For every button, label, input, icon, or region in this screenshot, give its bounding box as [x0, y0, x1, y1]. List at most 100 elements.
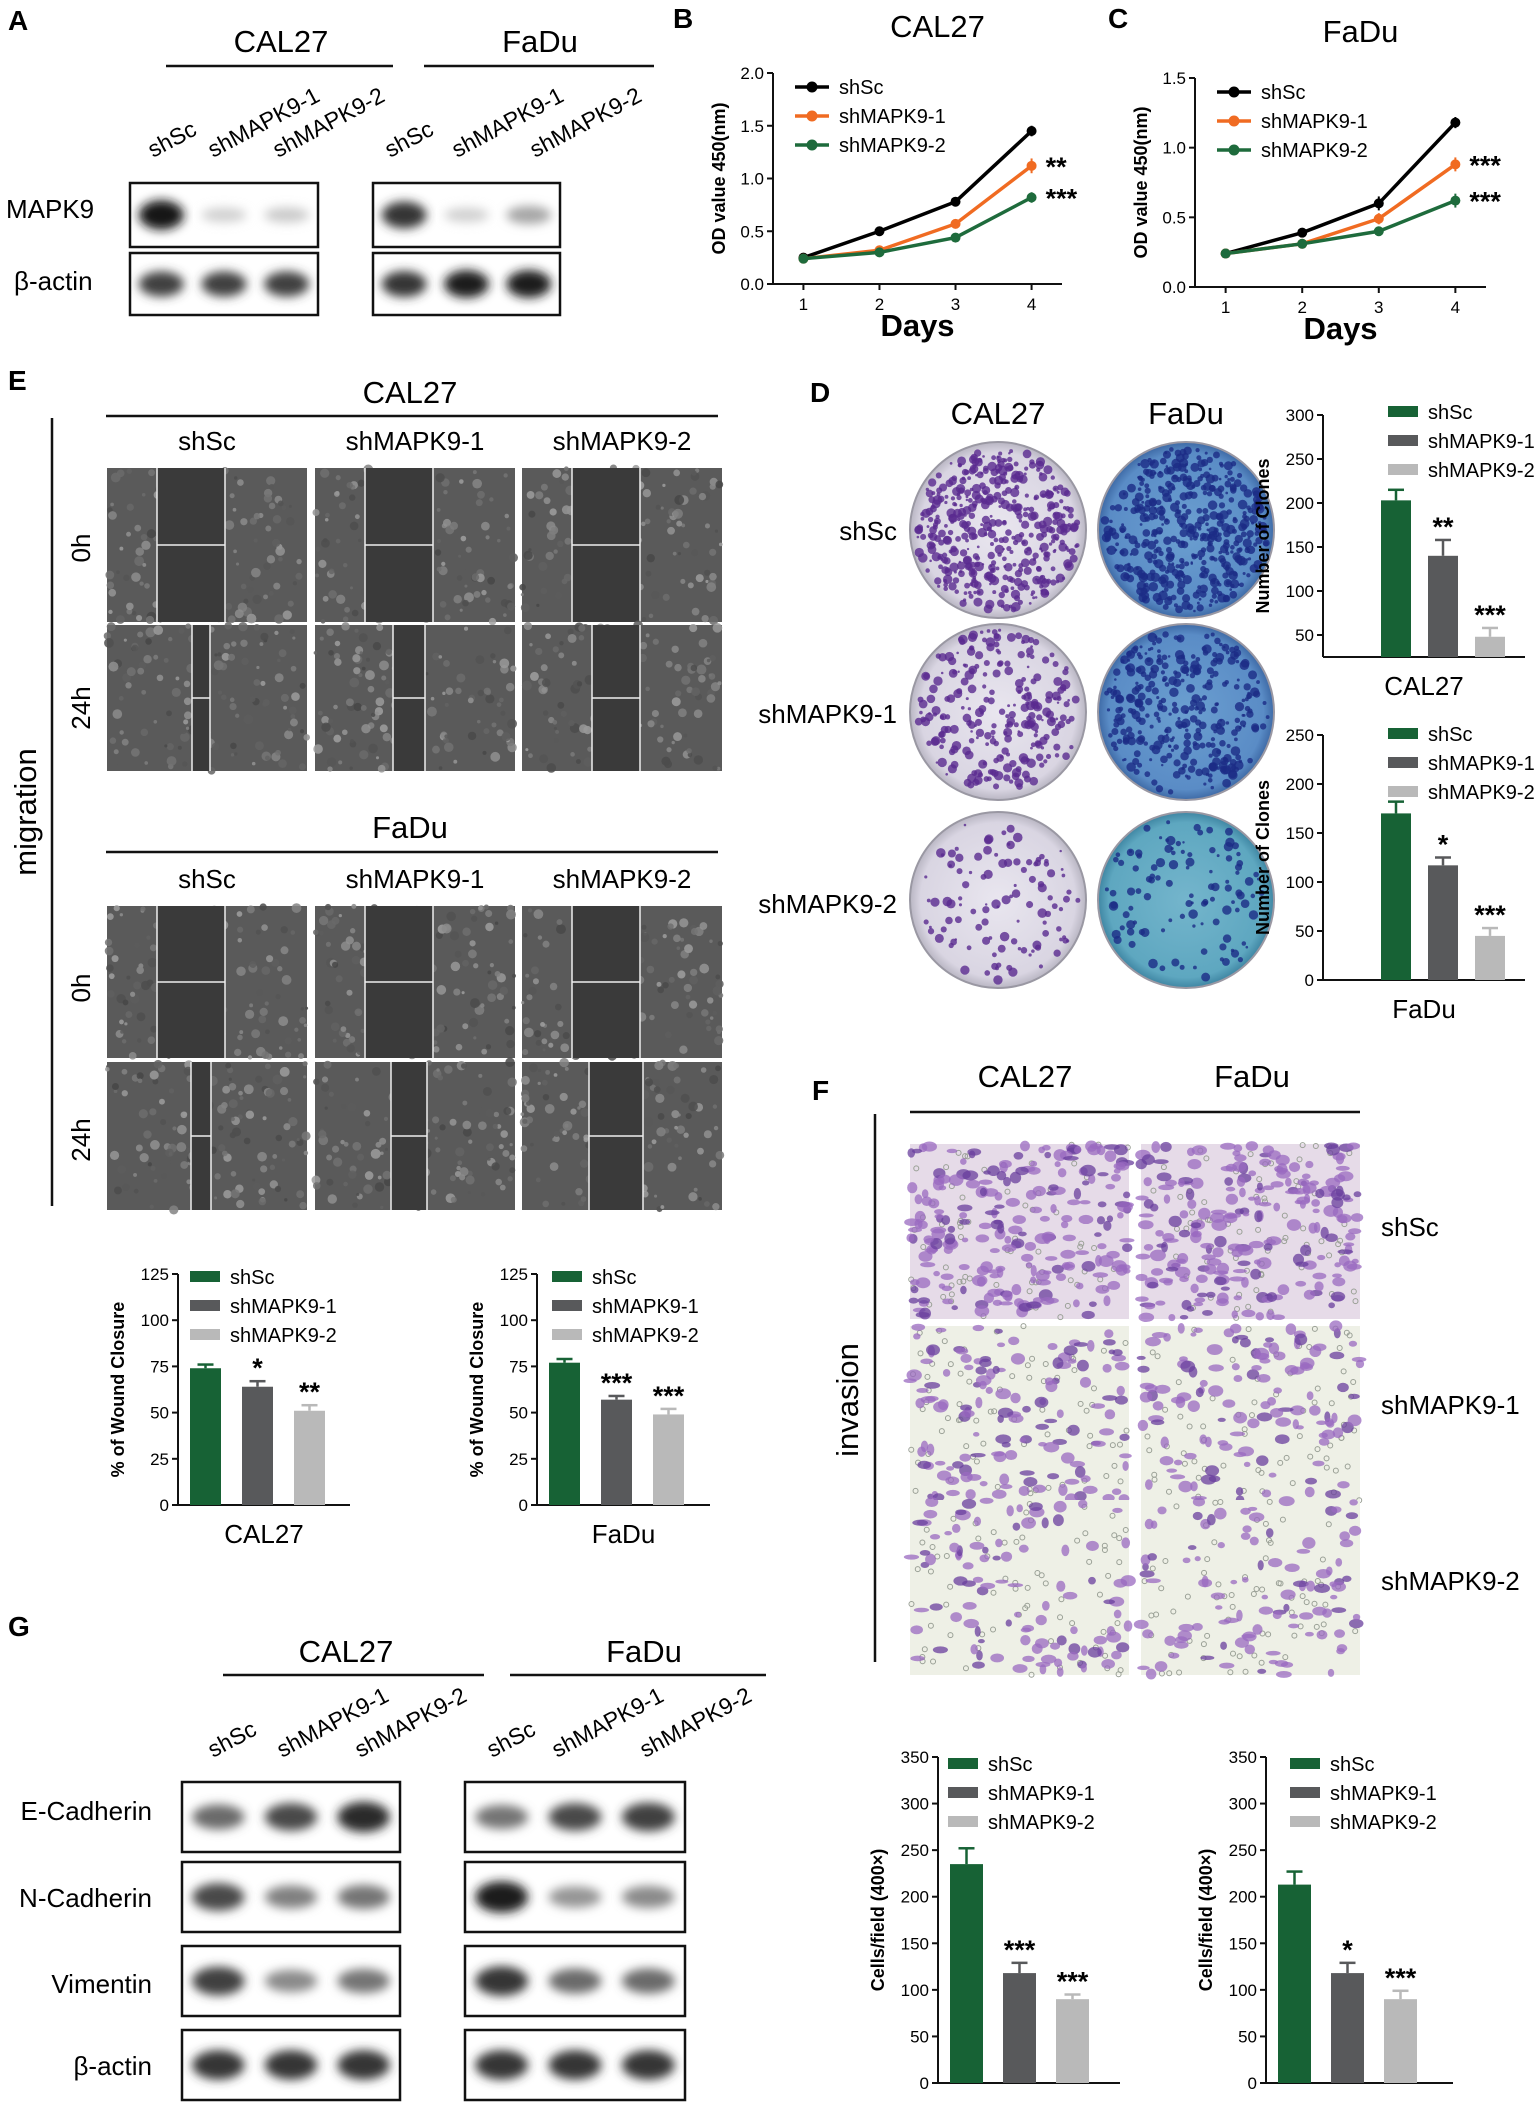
panel-e-img-0-1-2-cell — [666, 747, 672, 753]
panel-e-img-1-0-1-cell — [340, 1026, 347, 1032]
panel-d-plate-0-0-colony — [1068, 548, 1076, 556]
panel-e-img-1-0-1-cell — [330, 1022, 340, 1032]
panel-f-img-1-0-pore — [1300, 1225, 1307, 1232]
panel-e-img-1-0-2-cell — [689, 975, 698, 985]
panel-e-img-0-0-1-cell — [462, 599, 469, 607]
panel-e-img-0-0-1-cell — [324, 517, 329, 522]
panel-e-img-1-0-0-cell — [265, 1029, 270, 1035]
chartC-xlabel: Days — [1303, 311, 1377, 346]
panel-f-img-0-1-cell — [975, 1396, 983, 1409]
panel-d-plate-1-1-colony — [1182, 763, 1188, 769]
panel-f-img-1-2-pore — [1314, 1577, 1321, 1584]
panel-f-img-0-1-cell — [1116, 1385, 1125, 1396]
panel-d-plate-1-0-colony — [1157, 471, 1164, 478]
panel-d-plate-0-1-colony — [956, 651, 959, 655]
panel-f-img-0-0-cell — [1107, 1280, 1121, 1290]
panel-e-img-0-1-0-cell — [156, 674, 164, 682]
panel-e-img-1-0-1-cell — [435, 931, 443, 939]
panel-d-plate-0-0-colony — [1028, 506, 1035, 513]
panel-f-img-0-0-cell — [976, 1265, 990, 1276]
panel-f-img-1-2-cell — [1280, 1589, 1296, 1600]
panel-e-img-0-0-1-cell — [322, 595, 329, 602]
panel-f-img-1-2-cell — [1145, 1578, 1161, 1584]
panel-d-plate-1-0-colony — [1165, 546, 1173, 553]
panel-d-plate-0-0-colony — [927, 545, 937, 554]
panel-f-img-1-0-pore — [1177, 1193, 1184, 1200]
panel-e-img-1-0-0-cell — [297, 1038, 302, 1042]
panel-d-plate-1-1-colony — [1239, 660, 1250, 671]
panel-d-plate-1-1-colony — [1202, 684, 1207, 689]
panel-f-img-0-1-cell — [995, 1388, 1012, 1400]
panel-d-plate-0-1-colony — [1001, 747, 1009, 755]
panel-e-img-0-0-0-cell — [131, 572, 141, 582]
panel-e-img-1-1-2-cell — [685, 1112, 692, 1120]
panel-d-plate-0-0-colony — [989, 564, 993, 568]
panel-e-img-1-1-1-cell — [480, 1192, 486, 1197]
panel-f-img-0-0-cell — [944, 1233, 956, 1245]
panel-d-plate-1-0-colony — [1186, 528, 1196, 538]
panel-e-img-1-1-1-cell — [500, 1130, 508, 1138]
panel-d-plate-1-0-colony — [1200, 547, 1207, 553]
panel-f-img-1-0-pore — [1335, 1241, 1342, 1248]
panel-e-img-0-0-1-cell — [334, 491, 340, 497]
panel-f-img-1-0-cell — [1233, 1295, 1242, 1301]
panel-e-img-0-1-0-cell — [299, 682, 306, 689]
panel-e-img-0-1-1-cell — [483, 687, 491, 695]
panel-e-img-1-0-2-cell — [641, 924, 647, 930]
panel-e-img-1-0-2-cell — [526, 994, 533, 1001]
panel-e-img-1-1-1-cell — [435, 1147, 441, 1153]
panel-f-img-0-2-cell — [962, 1562, 974, 1570]
panel-d-plate-0-2-colony — [970, 908, 977, 915]
chartB-series-2-point-3 — [1026, 192, 1037, 203]
chartC-series-1-point-2 — [1373, 213, 1384, 224]
panel-f-img-1-0-cell — [1259, 1158, 1272, 1166]
panel-d-plate-1-1-colony — [1111, 728, 1119, 736]
panel-d-plate-0-0-colony — [1039, 542, 1049, 552]
panel-d-plate-0-1-colony — [974, 651, 984, 660]
panel-d-plate-0-0-colony — [1009, 449, 1014, 454]
panel-e-img-1-1-0-cell — [105, 1066, 110, 1072]
panel-e-img-1-1-1-cell — [312, 1182, 321, 1190]
panel-e-img-1-1-0-cell — [117, 1165, 126, 1174]
panel-e-img-1-1-0-cell — [214, 1173, 221, 1180]
panel-e-img-1-0-2-cell — [560, 1043, 570, 1053]
panel-e-img-1-1-0-cell — [149, 1204, 154, 1209]
panel-e-img-1-1-2-cell — [537, 1068, 542, 1073]
panel-d-plate-1-1-colony — [1136, 652, 1142, 657]
panel-f-img-0-1-pore — [1086, 1443, 1093, 1450]
panel-d-plate-1-0-colony — [1176, 587, 1185, 595]
panel-f-img-0-2-pore — [1013, 1538, 1020, 1545]
panel-e-img-1-0-2-cell — [715, 979, 724, 989]
panel-e-img-1-1-0-cell — [114, 1186, 122, 1195]
panel-d-plate-0-1-colony — [1034, 740, 1042, 747]
panel-d-plate-0-1-colony — [982, 684, 987, 689]
chartD2-legend-0-label: shSc — [1428, 724, 1472, 746]
panel-d-plate-0-0-colony — [1039, 584, 1044, 589]
panel-d-plate-0-0-colony — [1061, 576, 1066, 581]
panel-d-plate-0-2-colony — [1046, 869, 1056, 878]
panel-d-plate-1-1-colony — [1170, 748, 1175, 752]
panel-d-plate-0-0-colony — [1052, 511, 1061, 520]
panel-d-plate-0-1-colony — [1029, 654, 1035, 660]
panel-e-img-0-1-2-cell — [583, 757, 593, 767]
panel-f-img-1-1-pore — [1307, 1453, 1314, 1460]
panel-e-img-0-1-0-cell — [221, 652, 230, 661]
panel-f-img-0-0-cell — [908, 1297, 919, 1304]
panel-f-img-0-0-pore — [913, 1165, 920, 1172]
panel-d-plate-0-1-colony — [1029, 776, 1039, 786]
panel-e-img-0-0-1-cell — [348, 494, 356, 501]
panel-d-plate-0-0-colony — [962, 598, 967, 602]
panel-d-plate-1-2-colony — [1150, 864, 1158, 871]
panel-f-img-0-1-pore — [1083, 1407, 1090, 1414]
panel-e-img-0-1-2-cell — [540, 664, 548, 672]
panel-f-img-0-2-pore — [975, 1535, 982, 1542]
panel-d-plate-1-2-colony — [1171, 958, 1180, 967]
panel-e-img-1-0-1-cell — [338, 913, 342, 918]
panel-f-img-1-2-pore — [1242, 1668, 1249, 1675]
panel-e-img-1-0-0-cell — [258, 1015, 267, 1024]
panel-f-img-1-0-cell — [1198, 1207, 1211, 1220]
panel-e-img-0-1-2-cell — [567, 628, 574, 635]
panel-d-plate-0-0-colony — [934, 577, 942, 585]
panel-e-img-1-0-0-cell — [120, 1030, 124, 1034]
